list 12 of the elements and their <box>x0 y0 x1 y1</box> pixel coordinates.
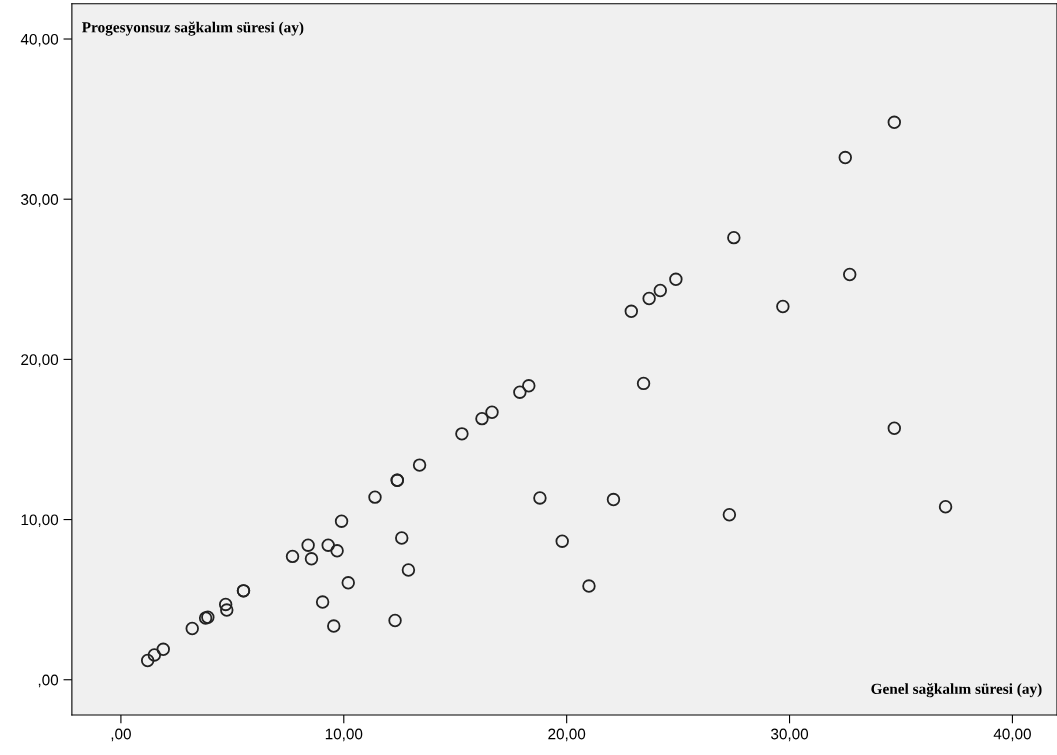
y-axis-title: Progesyonsuz sağkalım süresi (ay) <box>81 21 304 36</box>
y-tick-label: 40,00 <box>20 33 59 47</box>
x-tick-label: 10,00 <box>325 728 363 742</box>
y-tick-label: ,00 <box>38 674 59 688</box>
y-tick-label: 10,00 <box>21 514 59 528</box>
y-tick-label: 30,00 <box>21 194 59 207</box>
x-tick-label: 30,00 <box>771 728 809 742</box>
x-tick-label: ,00 <box>111 728 131 742</box>
x-tick-label: 40,00 <box>993 728 1031 742</box>
x-axis-title: Genel sağkalım süresi (ay) <box>871 683 1042 698</box>
x-tick-label: 20,00 <box>548 728 586 742</box>
y-tick-label: 20,00 <box>21 354 59 367</box>
